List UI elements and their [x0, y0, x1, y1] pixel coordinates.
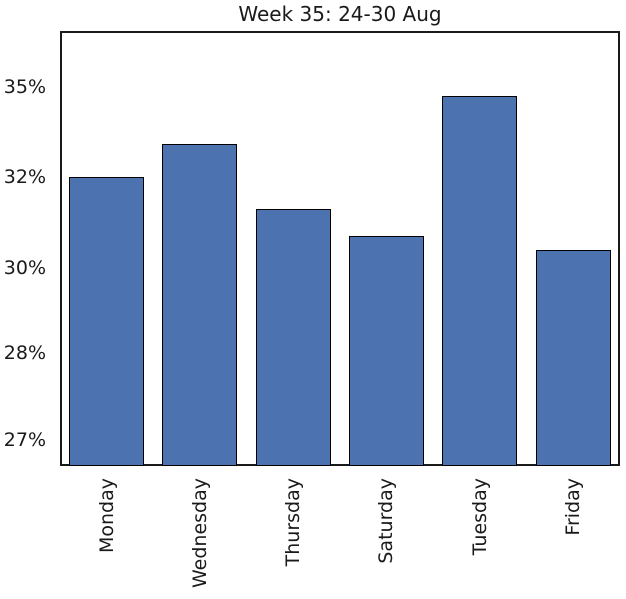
y-tick-label-35: 35% [3, 75, 46, 98]
x-tick-label-monday: Monday [95, 478, 118, 554]
plot-area [60, 31, 620, 466]
chart-title: Week 35: 24-30 Aug [238, 2, 442, 26]
bar-thursday [255, 208, 331, 466]
y-tick-label-32: 32% [3, 166, 46, 188]
bar-friday [535, 249, 611, 466]
x-tick-label-thursday: Thursday [282, 478, 305, 567]
bar-wednesday [162, 143, 238, 466]
bar-monday [69, 177, 144, 466]
bar-saturday [348, 236, 424, 466]
x-tick-label-friday: Friday [562, 478, 584, 536]
y-tick-label-27: 27% [3, 429, 46, 451]
x-tick-label-tuesday: Tuesday [468, 478, 491, 556]
bar-tuesday [442, 95, 518, 466]
x-tick-label-saturday: Saturday [375, 478, 398, 564]
y-tick-label-30: 30% [3, 257, 46, 279]
x-tick-label-wednesday: Wednesday [188, 478, 211, 589]
y-tick-label-28: 28% [3, 342, 46, 364]
